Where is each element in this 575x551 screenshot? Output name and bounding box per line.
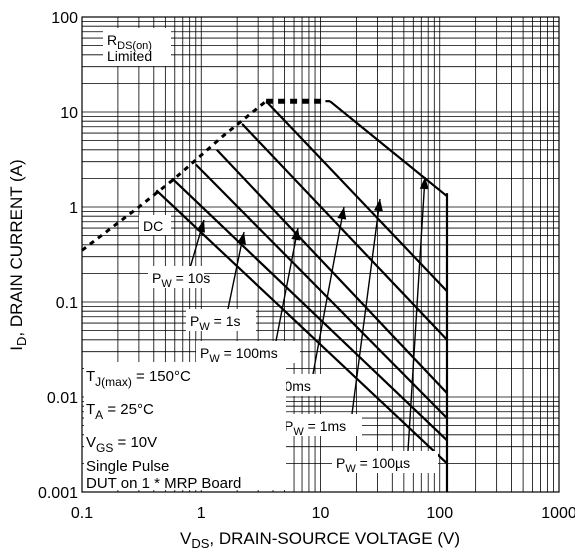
series-line-6 <box>330 101 447 196</box>
pw-1s-arrowhead <box>237 232 246 245</box>
x-tick-label: 10 <box>312 505 330 522</box>
y-tick-label: 100 <box>51 10 78 27</box>
pw-10ms-arrowhead <box>337 207 346 220</box>
pw-1ms-arrowhead <box>374 199 383 211</box>
y-axis-label: ID, DRAIN CURRENT (A) <box>7 159 29 350</box>
y-tick-label: 0.01 <box>47 390 78 407</box>
rds-label-limited: Limited <box>107 48 152 64</box>
x-tick-label: 1000 <box>541 505 575 522</box>
y-tick-label: 10 <box>60 105 78 122</box>
y-tick-label: 0.1 <box>56 295 78 312</box>
pw-10ms-leader <box>313 207 344 374</box>
condition-single-pulse: Single Pulse <box>86 458 169 475</box>
rds-label-main: R <box>107 32 117 48</box>
x-tick-label: 1 <box>197 505 206 522</box>
x-tick-label: 0.1 <box>71 505 93 522</box>
x-tick-label: 100 <box>426 505 453 522</box>
condition-dut: DUT on 1 * MRP Board <box>86 475 241 492</box>
y-tick-label: 1 <box>69 200 78 217</box>
x-axis-label: VDS, DRAIN-SOURCE VOLTAGE (V) <box>180 529 460 551</box>
y-tick-label: 0.001 <box>38 485 78 502</box>
dc-label: DC <box>143 218 163 234</box>
